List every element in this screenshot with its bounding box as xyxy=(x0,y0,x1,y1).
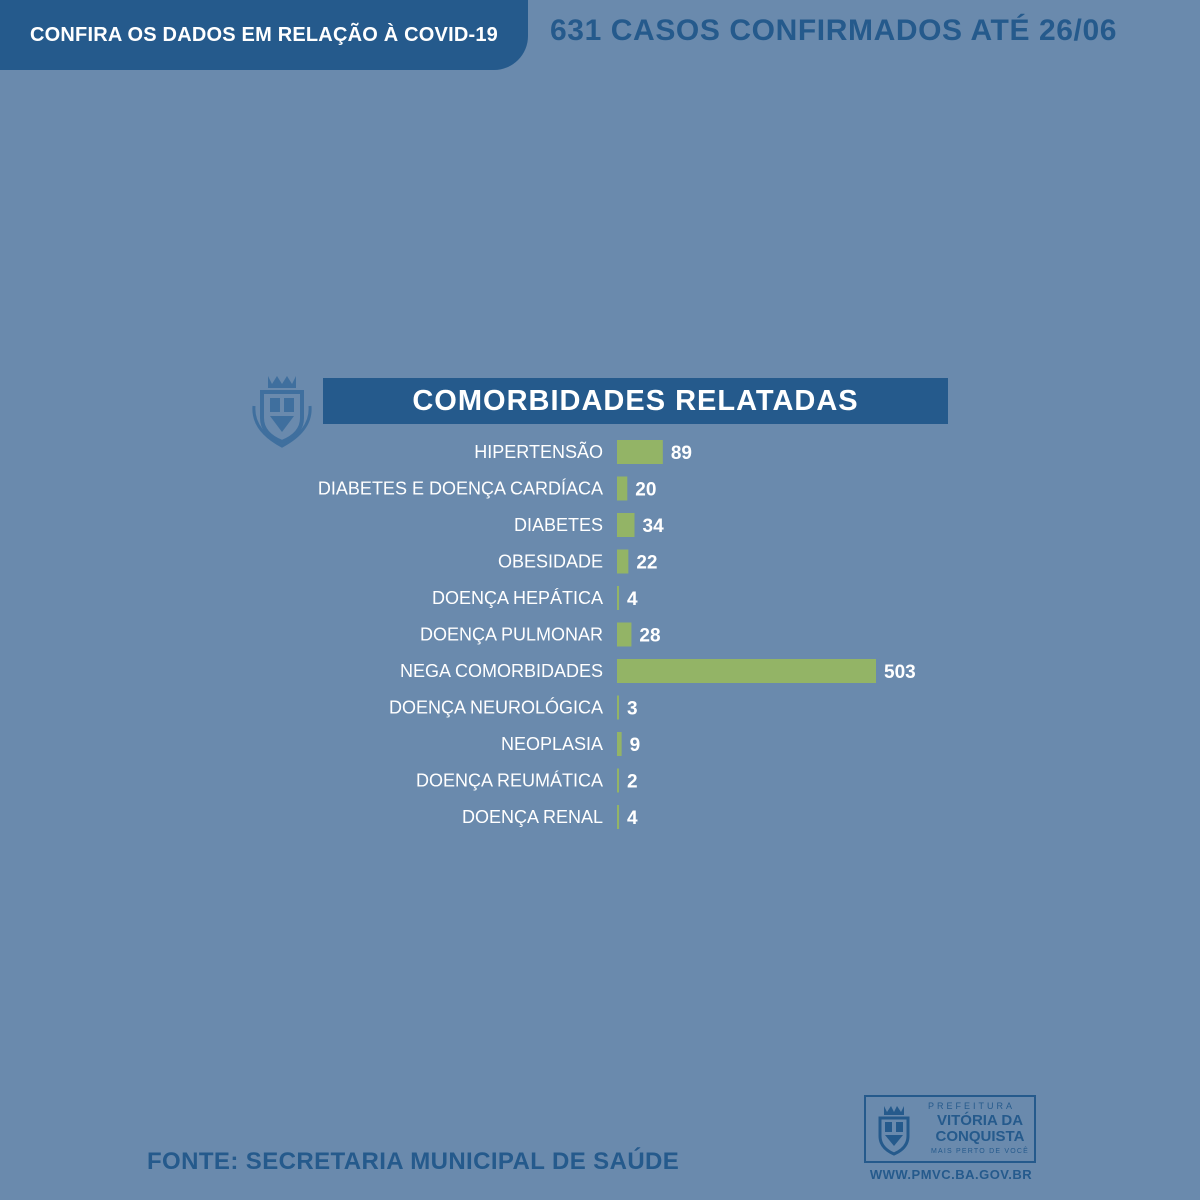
value-label: 4 xyxy=(627,589,638,610)
category-label: DOENÇA NEUROLÓGICA xyxy=(389,697,603,718)
value-label: 20 xyxy=(635,480,656,501)
value-label: 4 xyxy=(627,808,638,829)
bar xyxy=(617,695,619,720)
bar xyxy=(617,805,620,829)
headline: 631 CASOS CONFIRMADOS ATÉ 26/06 xyxy=(550,14,1118,47)
value-label: 28 xyxy=(639,626,660,647)
source-note: FONTE: SECRETARIA MUNICIPAL DE SAÚDE xyxy=(147,1148,680,1175)
website-url: WWW.PMVC.BA.GOV.BR xyxy=(869,1167,1033,1182)
category-label: NEOPLASIA xyxy=(501,734,603,754)
logo-slogan: MAIS PERTO DE VOCÊ xyxy=(931,1148,1029,1155)
municipal-coat-of-arms-icon xyxy=(252,376,312,448)
logo-prefix: PREFEITURA xyxy=(928,1101,1016,1111)
chart-title-bar: COMORBIDADES RELATADAS xyxy=(323,378,948,424)
category-label: DIABETES xyxy=(514,515,603,535)
header-tab-text: CONFIRA OS DADOS EM RELAÇÃO À COVID-19 xyxy=(29,23,498,46)
value-label: 22 xyxy=(636,553,657,574)
bar xyxy=(617,622,632,647)
value-label: 89 xyxy=(671,443,692,464)
bar xyxy=(617,732,622,756)
bar xyxy=(617,513,635,537)
bar xyxy=(617,549,629,574)
category-label: HIPERTENSÃO xyxy=(474,441,603,462)
header-tab: CONFIRA OS DADOS EM RELAÇÃO À COVID-19 xyxy=(0,0,528,70)
logo-name: VITÓRIA DA CONQUISTA xyxy=(935,1112,1025,1145)
category-label: OBESIDADE xyxy=(498,552,603,572)
bar xyxy=(617,440,663,464)
value-label: 503 xyxy=(884,662,916,683)
value-label: 3 xyxy=(627,699,638,720)
bar xyxy=(617,476,628,501)
chart-title: COMORBIDADES RELATADAS xyxy=(412,384,859,417)
category-label: DOENÇA HEPÁTICA xyxy=(432,588,603,608)
category-label: DOENÇA PULMONAR xyxy=(420,625,603,645)
category-label: DOENÇA REUMÁTICA xyxy=(416,771,603,791)
bar xyxy=(617,768,619,793)
logo-crest-icon xyxy=(878,1106,910,1156)
category-label: DOENÇA RENAL xyxy=(462,807,603,827)
prefeitura-logo: PREFEITURA VITÓRIA DA CONQUISTA MAIS PER… xyxy=(864,1095,1036,1163)
category-label: DIABETES E DOENÇA CARDÍACA xyxy=(318,479,603,499)
bar xyxy=(617,586,620,610)
category-label: NEGA COMORBIDADES xyxy=(400,661,603,681)
value-label: 34 xyxy=(643,516,665,537)
bar xyxy=(617,659,876,683)
value-label: 9 xyxy=(630,735,641,756)
value-label: 2 xyxy=(627,772,638,793)
